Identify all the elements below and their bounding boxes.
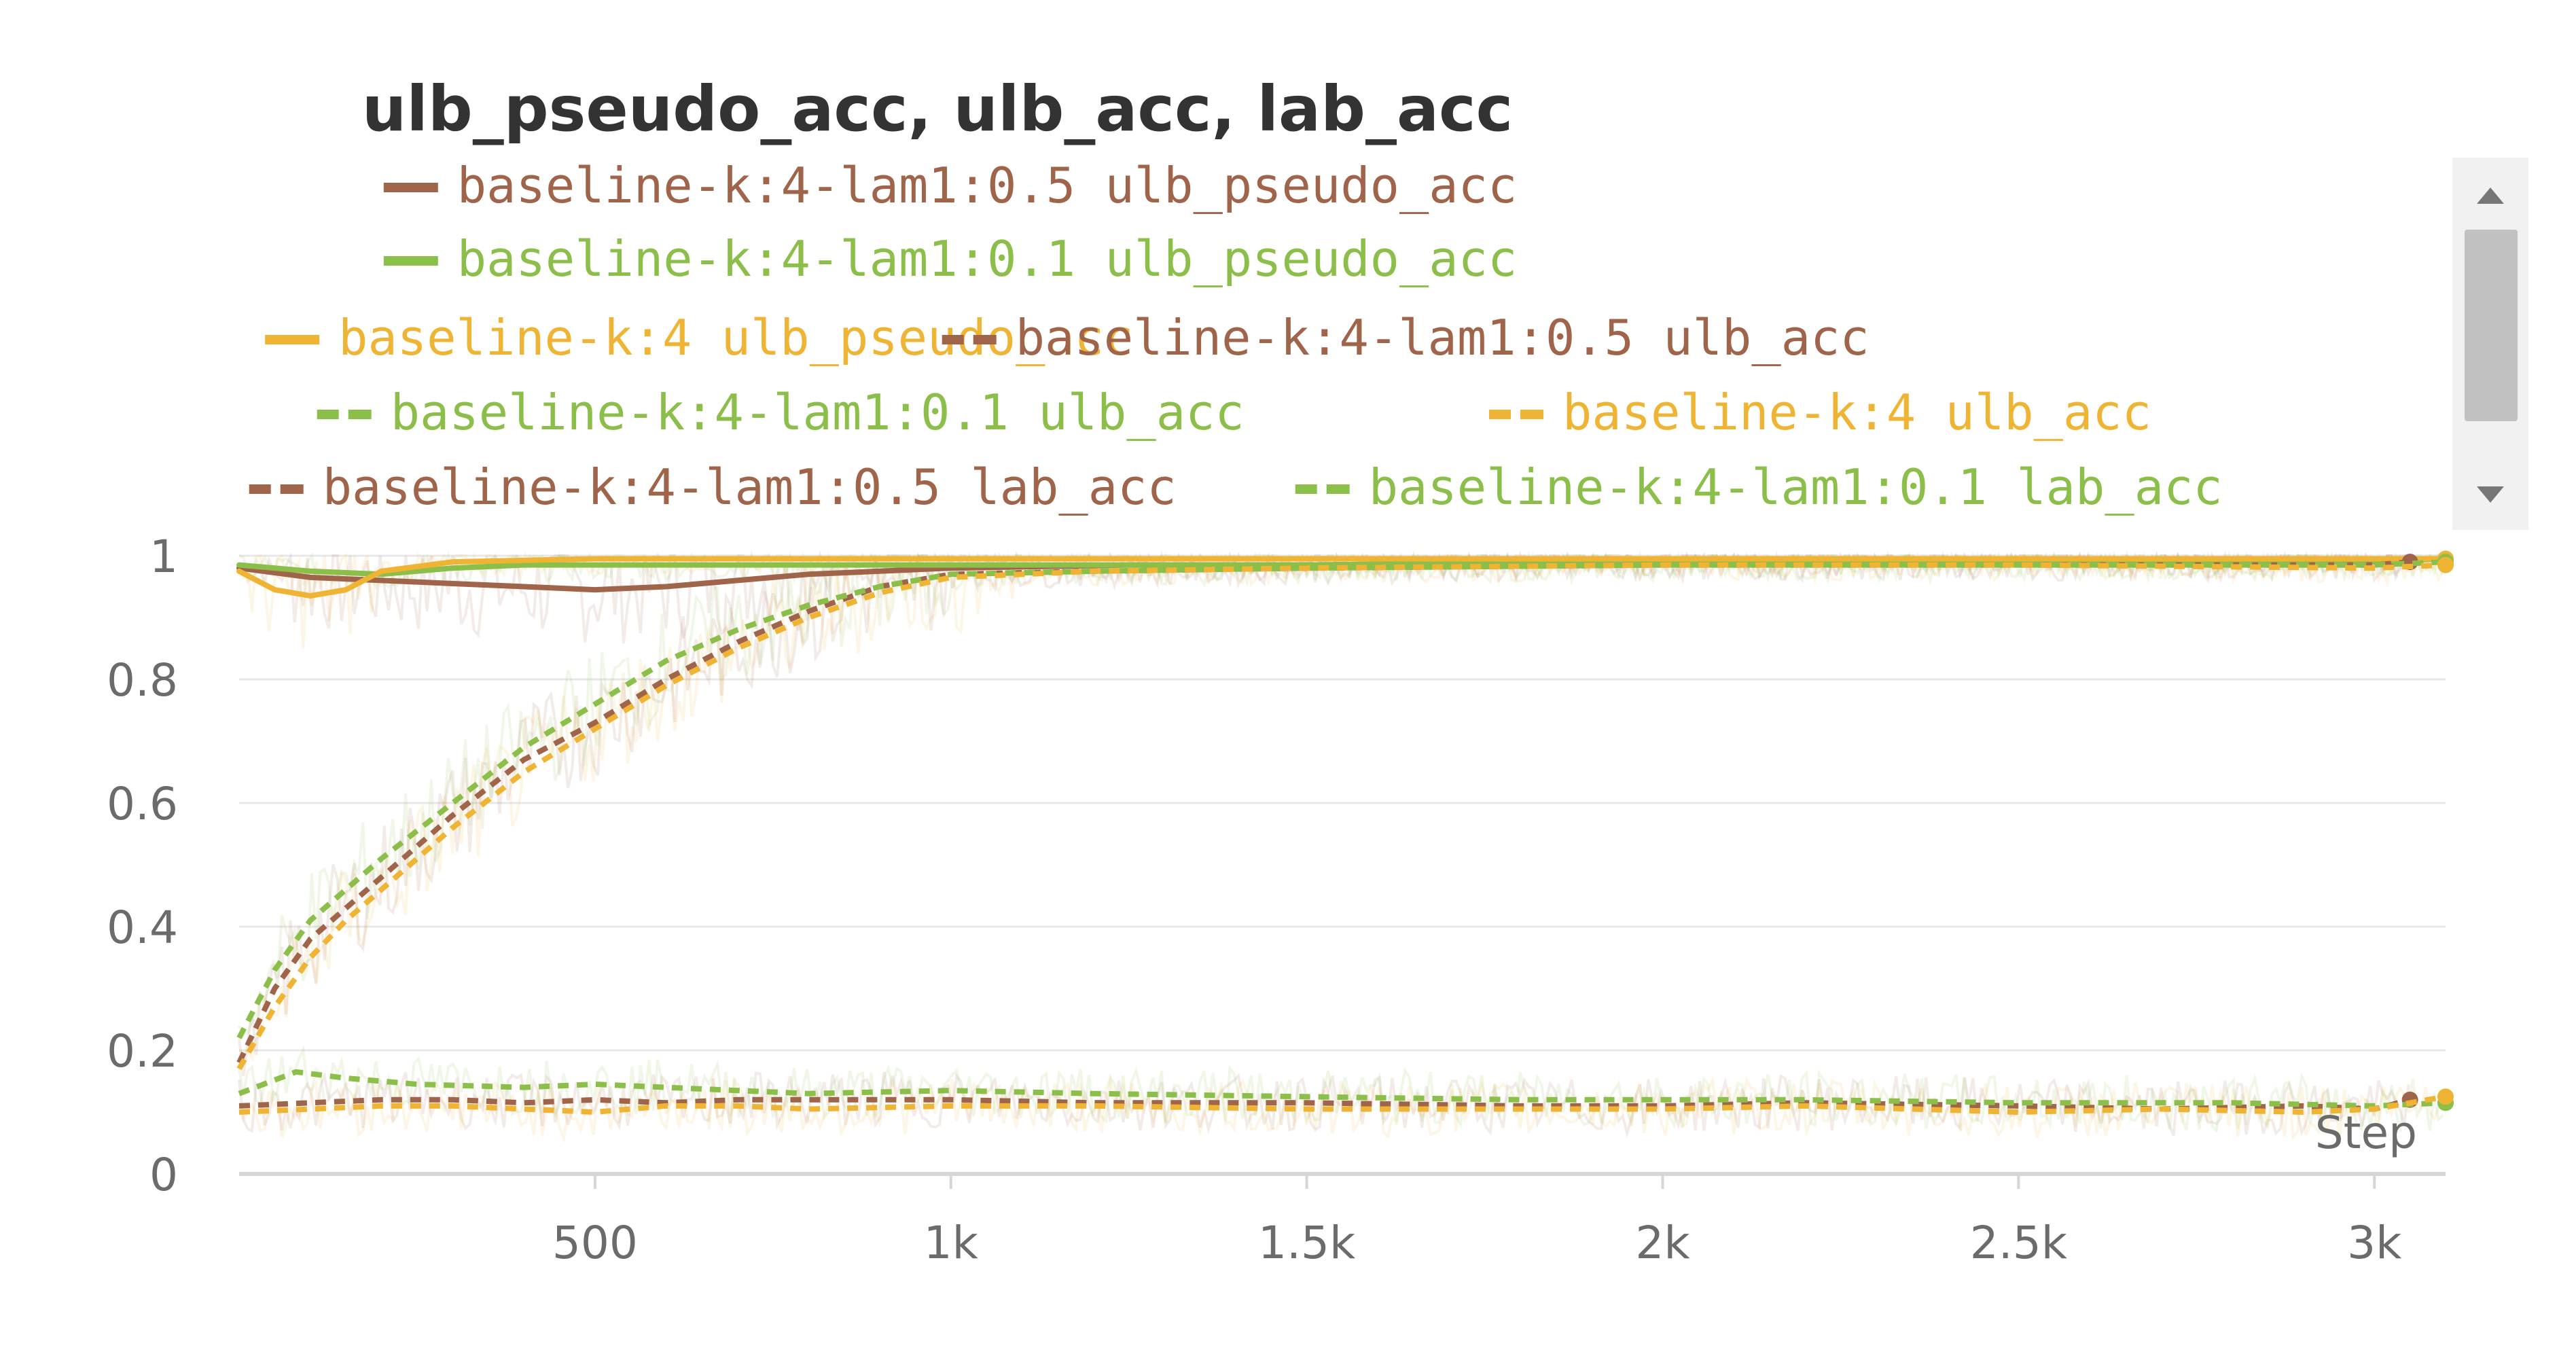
- y-tick-label: 0.2: [107, 1025, 178, 1077]
- legend-label: baseline-k:4-lam1:0.5 ulb_pseudo_acc: [457, 157, 1518, 214]
- series-end-marker: [2437, 1088, 2454, 1105]
- legend: baseline-k:4-lam1:0.5 ulb_pseudo_accbase…: [249, 157, 2223, 516]
- legend-label: baseline-k:4-lam1:0.1 lab_acc: [1369, 459, 2223, 516]
- x-tick-label: 500: [552, 1217, 638, 1269]
- raw-series-trace: [238, 550, 2410, 1076]
- legend-item[interactable]: baseline-k:4-lam1:0.1 lab_acc: [1295, 459, 2223, 516]
- raw-series-trace: [238, 1045, 2444, 1134]
- legend-label: baseline-k:4-lam1:0.5 lab_acc: [323, 459, 1177, 516]
- y-tick-label: 0.4: [107, 902, 178, 954]
- legend-label: baseline-k:4 ulb_pseudo_acc: [338, 309, 1133, 366]
- legend-scrollbar[interactable]: [2452, 158, 2528, 530]
- legend-item[interactable]: baseline-k:4-lam1:0.5 ulb_pseudo_acc: [383, 157, 1518, 214]
- raw-series-trace: [238, 1071, 2410, 1139]
- raw-series-trace: [238, 550, 2444, 1063]
- legend-item[interactable]: baseline-k:4 ulb_pseudo_acc: [265, 309, 1133, 366]
- legend-item[interactable]: baseline-k:4-lam1:0.5 ulb_acc: [942, 309, 1870, 366]
- y-tick-label: 1: [149, 531, 178, 583]
- chart-title: ulb_pseudo_acc, ulb_acc, lab_acc: [362, 73, 1513, 145]
- scrollbar-thumb[interactable]: [2465, 230, 2518, 421]
- x-axis-label: Step: [2315, 1107, 2417, 1159]
- series-line: [238, 1096, 2411, 1112]
- series-line: [238, 1094, 2446, 1115]
- x-tick-label: 2.5k: [1970, 1217, 2068, 1269]
- x-tick-label: 3k: [2347, 1217, 2402, 1269]
- scroll-down-icon[interactable]: [2477, 486, 2504, 503]
- series-line: [236, 559, 2410, 1064]
- y-tick-label: 0.8: [107, 654, 178, 707]
- legend-item[interactable]: baseline-k:4-lam1:0.1 ulb_acc: [317, 384, 1245, 441]
- y-tick-label: 0.6: [107, 778, 178, 830]
- raw-series-trace: [238, 550, 2444, 1035]
- legend-label: baseline-k:4-lam1:0.1 ulb_acc: [391, 384, 1245, 441]
- legend-label: baseline-k:4 ulb_acc: [1562, 384, 2151, 441]
- axes: 0 0.2 0.4 0.6 0.8 1 500 1k 1.5k 2k 2.5k 3k: [107, 531, 2446, 1269]
- legend-label: baseline-k:4-lam1:0.1 ulb_pseudo_acc: [457, 230, 1518, 287]
- x-tick-label: 1k: [924, 1217, 979, 1269]
- series-line: [236, 556, 2448, 577]
- x-tick-label: 2k: [1635, 1217, 1690, 1269]
- legend-item[interactable]: baseline-k:4-lam1:0.5 lab_acc: [249, 459, 1177, 516]
- series-line: [236, 556, 2448, 599]
- series-line: [236, 559, 2446, 1039]
- legend-label: baseline-k:4-lam1:0.5 ulb_acc: [1016, 309, 1870, 366]
- series-line: [236, 562, 2446, 1071]
- x-tick-label: 1.5k: [1258, 1217, 1356, 1269]
- scroll-up-icon[interactable]: [2477, 188, 2504, 204]
- series-lines: [236, 550, 2454, 1115]
- y-tick-label: 0: [149, 1149, 178, 1201]
- legend-item[interactable]: baseline-k:4 ulb_acc: [1489, 384, 2151, 441]
- series-end-marker: [2437, 556, 2454, 573]
- legend-item[interactable]: baseline-k:4-lam1:0.1 ulb_pseudo_acc: [383, 230, 1518, 287]
